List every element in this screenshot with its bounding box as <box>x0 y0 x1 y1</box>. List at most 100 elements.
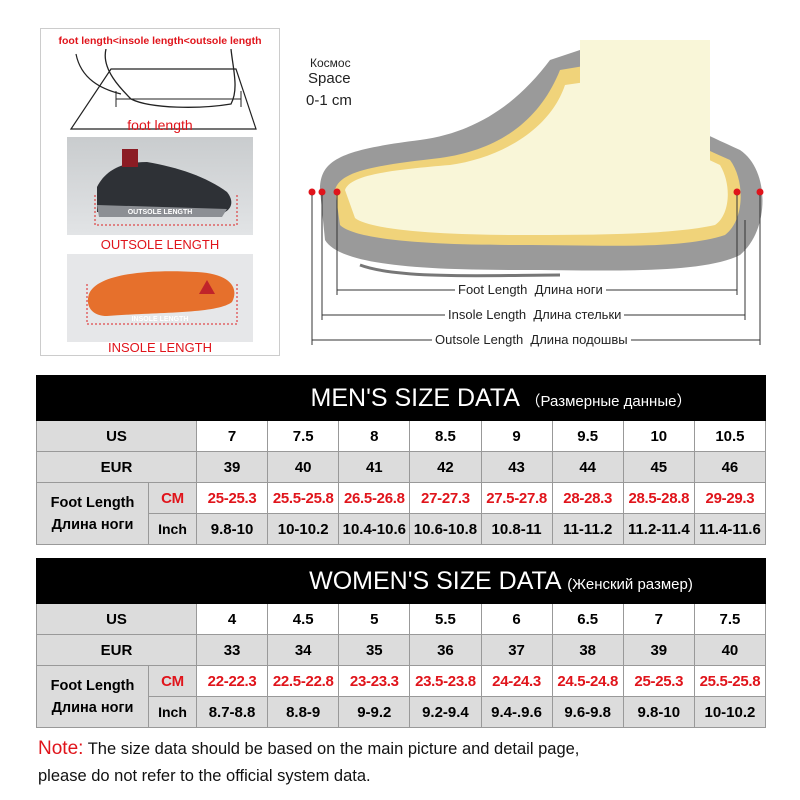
us-row-cell: 5 <box>338 603 411 635</box>
inch-row-cell: 9.6-9.8 <box>551 696 624 728</box>
table-subtitle: (Женский размер) <box>567 575 693 593</box>
cm-row-cell: 25.5-25.8 <box>693 665 767 697</box>
measurement-guide-panel: foot length<insole length<outsole length… <box>40 28 280 356</box>
insole-photo: INSOLE LENGTH <box>67 254 253 342</box>
us-row-cell: 7.5 <box>267 420 340 452</box>
note-line-1: Note: The size data should be based on t… <box>38 738 579 760</box>
cm-row: Foot Length Длина ноги CM 22-22.3 22.5-22.8 2… <box>36 665 767 728</box>
cm-row-cell: 27-27.3 <box>409 482 482 514</box>
inch-row-cell: 9.4-.9.6 <box>480 696 553 728</box>
cm-row-cell: 25-25.3 <box>195 482 269 514</box>
us-row-cell: 6 <box>480 603 553 635</box>
eur-row-cell: 44 <box>551 451 624 483</box>
eur-row-cell: 40 <box>693 634 767 666</box>
cm-row-cell: 22-22.3 <box>195 665 269 697</box>
inch-row-cell: 9-9.2 <box>338 696 411 728</box>
inch-row-cell: 8.7-8.8 <box>195 696 269 728</box>
us-row-cell: 10.5 <box>693 420 767 452</box>
cm-row-cell: 22.5-22.8 <box>267 665 340 697</box>
foot-length-en: Foot Length <box>50 677 135 694</box>
inch-row-cell: 10-10.2 <box>693 696 767 728</box>
eur-row-cell: 34 <box>267 634 340 666</box>
foot-length-en: Foot Length <box>50 494 135 511</box>
us-row: US 4 4.5 5 5.5 6 6.5 7 7.5 <box>36 603 767 635</box>
us-label: US <box>36 420 197 452</box>
eur-row-cell: 46 <box>693 451 767 483</box>
table-title-text: WOMEN'S SIZE DATA <box>309 566 561 595</box>
eur-row-cell: 40 <box>267 451 340 483</box>
foot-length-ru: Длина ноги <box>51 699 134 716</box>
outsole-length-label: Outsole Length Длина подошвы <box>432 332 631 347</box>
cm-row-cell: 25-25.3 <box>622 665 695 697</box>
cm-row-cell: 28-28.3 <box>551 482 624 514</box>
inch-row: Inch 8.7-8.8 8.8-9 9-9.2 9.2-9.4 9.4-.9.6 9.6-… <box>37 696 767 728</box>
eur-row: EUR 39 40 41 42 43 44 45 46 <box>36 451 767 483</box>
eur-row-cell: 38 <box>551 634 624 666</box>
eur-row-cell: 39 <box>195 451 269 483</box>
cm-label: CM <box>148 665 197 697</box>
inch-row-cell: 9.2-9.4 <box>409 696 482 728</box>
us-row-cell: 7 <box>622 603 695 635</box>
cm-row-cell: 24-24.3 <box>480 665 553 697</box>
eur-row-cell: 36 <box>409 634 482 666</box>
foot-length-label: Foot Length Длина ноги <box>36 482 149 545</box>
cm-row-cell: 26.5-26.8 <box>338 482 411 514</box>
eur-row-cell: 35 <box>338 634 411 666</box>
us-row-cell: 9 <box>480 420 553 452</box>
inch-row-cell: 9.8-10 <box>622 696 695 728</box>
cm-row-cell: 23.5-23.8 <box>409 665 482 697</box>
outsole-photo: OUTSOLE LENGTH <box>67 137 253 235</box>
cm-row: Foot Length Длина ноги CM 25-25.3 25.5-25.8 2… <box>36 482 767 545</box>
us-row-cell: 6.5 <box>551 603 624 635</box>
outsole-length-en: Outsole Length <box>435 332 524 347</box>
insole-length-en: Insole Length <box>448 307 527 322</box>
eur-label: EUR <box>36 451 197 483</box>
table-title: WOMEN'S SIZE DATA (Женский размер) <box>36 558 766 604</box>
foot-length-en: Foot Length <box>458 282 528 297</box>
us-row-cell: 7 <box>195 420 269 452</box>
foot-length-label: Foot Length Длина ноги <box>455 282 606 297</box>
space-label-en: Space <box>308 70 351 87</box>
outsole-caption: OUTSOLE LENGTH <box>100 237 220 252</box>
eur-label: EUR <box>36 634 197 666</box>
outsole-length-ru: Длина подошвы <box>530 332 628 347</box>
cm-row-cell: 28.5-28.8 <box>622 482 695 514</box>
womens-size-table: WOMEN'S SIZE DATA (Женский размер) US 4 4.5… <box>36 558 767 728</box>
insole-length-ru: Длина стельки <box>533 307 622 322</box>
table-title: MEN'S SIZE DATA （Размерные данные） <box>36 375 766 421</box>
inch-row-cell: 10.6-10.8 <box>409 513 482 545</box>
us-row-cell: 5.5 <box>409 603 482 635</box>
outsole-photo-label: OUTSOLE LENGTH <box>127 209 193 216</box>
us-row-cell: 4 <box>195 603 269 635</box>
inch-row-cell: 10.8-11 <box>480 513 553 545</box>
eur-row-cell: 45 <box>622 451 695 483</box>
inch-row-cell: 11.4-11.6 <box>693 513 767 545</box>
foot-length-ru: Длина ноги <box>534 282 603 297</box>
us-row-cell: 8.5 <box>409 420 482 452</box>
cm-row-cell: 29-29.3 <box>693 482 767 514</box>
eur-row-cell: 41 <box>338 451 411 483</box>
us-row-cell: 9.5 <box>551 420 624 452</box>
foot-length-label: Foot Length Длина ноги <box>36 665 149 728</box>
us-label: US <box>36 603 197 635</box>
inch-row: Inch 9.8-10 10-10.2 10.4-10.6 10.6-10.8 10.8-… <box>37 513 767 545</box>
cm-label: CM <box>148 482 197 514</box>
eur-row-cell: 37 <box>480 634 553 666</box>
insole-length-label: Insole Length Длина стельки <box>445 307 625 322</box>
space-label-ru: Космос <box>310 56 351 70</box>
eur-row-cell: 39 <box>622 634 695 666</box>
table-title-text: MEN'S SIZE DATA <box>310 383 519 412</box>
foot-length-caption: foot length <box>127 117 193 133</box>
mens-size-table: MEN'S SIZE DATA （Размерные данные） US 7 7.5… <box>36 375 767 545</box>
inch-row-cell: 8.8-9 <box>267 696 340 728</box>
inch-row-cell: 11.2-11.4 <box>622 513 695 545</box>
cm-row-cell: 24.5-24.8 <box>551 665 624 697</box>
us-row-cell: 8 <box>338 420 411 452</box>
note-text-1: The size data should be based on the mai… <box>83 740 580 758</box>
space-range: 0-1 cm <box>306 92 352 109</box>
eur-row-cell: 42 <box>409 451 482 483</box>
foot-length-ru: Длина ноги <box>51 516 134 533</box>
table-subtitle: （Размерные данные） <box>525 392 692 410</box>
note-line-2: please do not refer to the official syst… <box>38 767 371 785</box>
inch-row-cell: 9.8-10 <box>195 513 269 545</box>
